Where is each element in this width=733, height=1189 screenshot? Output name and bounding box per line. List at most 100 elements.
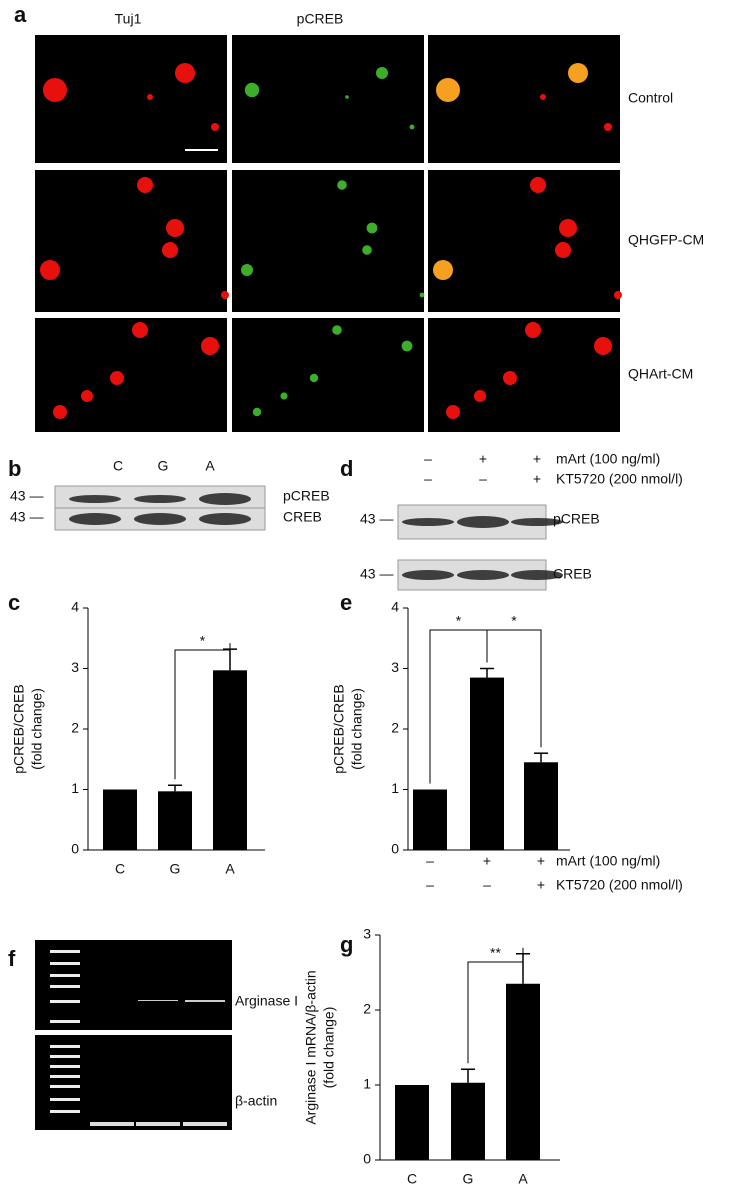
cell xyxy=(132,322,148,338)
y-tick-label: 4 xyxy=(71,599,79,615)
significance-bracket xyxy=(467,947,524,1064)
band xyxy=(134,495,186,503)
x-tick-label: C xyxy=(115,861,125,877)
treatment-label: KT5720 (200 nmol/l) xyxy=(556,471,683,487)
ladder-band xyxy=(50,1085,80,1088)
gel-band xyxy=(185,1000,225,1002)
x-row-label: KT5720 (200 nmol/l) xyxy=(556,877,683,893)
treatment-label: mArt (100 ng/ml) xyxy=(556,451,660,467)
band xyxy=(511,570,563,580)
cell xyxy=(211,123,219,131)
band xyxy=(199,513,251,525)
panel-letter: b xyxy=(8,456,21,481)
panel-letter: c xyxy=(8,590,20,615)
y-axis-label: (fold change) xyxy=(321,1007,337,1089)
gel-band xyxy=(90,1122,134,1126)
micrograph xyxy=(232,35,424,163)
treatment-sign: + xyxy=(533,471,541,487)
cell xyxy=(40,260,60,280)
panel-letter: a xyxy=(14,2,27,27)
ladder-band xyxy=(50,1045,80,1048)
treatment-sign: + xyxy=(533,451,541,467)
cell xyxy=(53,405,67,419)
ladder-band xyxy=(50,950,80,953)
marker: 43 — xyxy=(360,566,393,582)
band xyxy=(134,513,186,525)
bar xyxy=(451,1082,485,1160)
marker: 43 — xyxy=(10,509,43,525)
cell xyxy=(474,390,486,402)
y-axis-label: pCREB/CREB xyxy=(331,684,347,773)
band-label: Arginase I xyxy=(235,993,298,1009)
bar xyxy=(213,670,247,850)
x-tick-label: G xyxy=(170,861,181,877)
cell xyxy=(436,78,460,102)
cell xyxy=(147,94,153,100)
x-tick-label: G xyxy=(463,1171,474,1184)
gel-band xyxy=(136,1122,180,1126)
cell xyxy=(540,94,546,100)
lane-label: A xyxy=(205,458,215,474)
cell xyxy=(433,260,453,280)
cell xyxy=(162,242,178,258)
cell xyxy=(555,242,571,258)
cell xyxy=(345,95,349,99)
micrograph xyxy=(35,35,227,163)
x-tick-label: A xyxy=(225,861,235,877)
y-tick-label: 2 xyxy=(363,1001,371,1017)
treatment-sign: – xyxy=(479,471,487,487)
cell xyxy=(337,180,347,190)
significance-label: ** xyxy=(490,945,501,961)
gel xyxy=(35,1035,232,1130)
ladder-band xyxy=(50,1075,80,1078)
y-axis-label: Arginase I mRNA/β-actin xyxy=(303,970,319,1124)
band-label: CREB xyxy=(553,566,592,582)
panel-letter: g xyxy=(340,932,353,957)
cell xyxy=(559,219,577,237)
significance-label: * xyxy=(200,633,206,649)
panel-letter: f xyxy=(8,946,16,971)
cell xyxy=(568,63,588,83)
bar xyxy=(413,789,447,850)
treatment-sign: – xyxy=(424,471,432,487)
ladder-band xyxy=(50,1055,80,1058)
y-tick-label: 2 xyxy=(71,720,79,736)
row-label: QHArt-CM xyxy=(628,366,693,382)
band xyxy=(402,570,454,580)
band xyxy=(511,518,563,526)
cell xyxy=(525,322,541,338)
y-axis-label: pCREB/CREB xyxy=(11,684,27,773)
y-axis-label: (fold change) xyxy=(349,688,365,770)
ladder-band xyxy=(50,1110,80,1113)
micrograph xyxy=(35,318,227,432)
ladder-band xyxy=(50,985,80,988)
micrograph xyxy=(428,35,620,163)
cell xyxy=(201,337,219,355)
band xyxy=(199,493,251,505)
cell xyxy=(604,123,612,131)
panel-letter: d xyxy=(340,456,353,481)
y-tick-label: 1 xyxy=(391,780,399,796)
micrograph xyxy=(232,170,424,312)
cell xyxy=(241,264,253,276)
cell xyxy=(530,177,546,193)
column-label: pCREB xyxy=(297,11,344,27)
significance-bracket xyxy=(174,643,231,780)
cell xyxy=(419,292,425,298)
micrograph xyxy=(428,318,620,432)
band-label: β-actin xyxy=(235,1093,277,1109)
bar xyxy=(470,677,504,850)
y-tick-label: 1 xyxy=(363,1076,371,1092)
band xyxy=(402,518,454,526)
y-tick-label: 0 xyxy=(391,841,399,857)
cell xyxy=(503,371,517,385)
row-label: Control xyxy=(628,90,673,106)
cell xyxy=(43,78,67,102)
cell xyxy=(110,371,124,385)
cell xyxy=(332,325,342,335)
y-tick-label: 0 xyxy=(363,1151,371,1167)
cell xyxy=(137,177,153,193)
x-tick-label: C xyxy=(407,1171,417,1184)
